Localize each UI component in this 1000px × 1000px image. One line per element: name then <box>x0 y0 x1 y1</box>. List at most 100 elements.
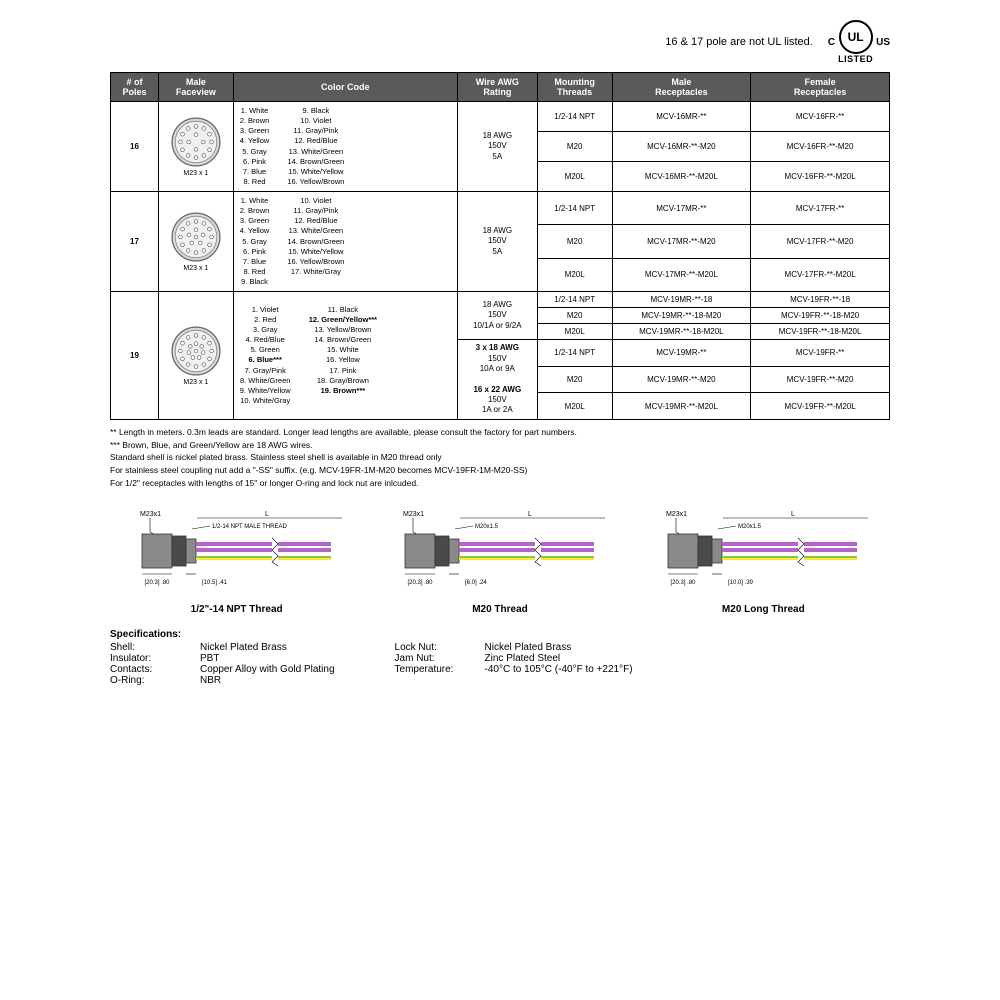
spec-row: Contacts:Copper Alloy with Gold Plating <box>110 664 335 675</box>
male-pn: MCV-19MR-**-M20L <box>612 393 751 420</box>
svg-text:L: L <box>791 511 795 518</box>
color-item: 8. White/Green <box>240 376 291 386</box>
colorcode-17: 1. White2. Brown3. Green4. Yellow5. Gray… <box>233 192 457 292</box>
male-pn: MCV-16MR-**-M20 <box>612 132 751 162</box>
poles-16: 16 <box>111 102 159 192</box>
faceview-17: M23 x 1 <box>159 192 234 292</box>
spec-value: NBR <box>200 675 221 686</box>
faceview-19: M23 x 1 <box>159 292 234 420</box>
color-item: 7. Gray/Pink <box>240 366 291 376</box>
diagram-caption: 1/2"-14 NPT Thread <box>110 604 363 615</box>
male-pn: MCV-19MR-** <box>612 340 751 367</box>
spec-row: O-Ring:NBR <box>110 675 335 686</box>
color-item: 3. Gray <box>240 325 291 335</box>
spec-value: Zinc Plated Steel <box>485 653 561 664</box>
faceview-16: M23 x 1 <box>159 102 234 192</box>
svg-text:[10.0] .39: [10.0] .39 <box>728 580 754 586</box>
col-header: Wire AWGRating <box>457 73 537 102</box>
col-header: # ofPoles <box>111 73 159 102</box>
ul-c: C <box>828 37 835 48</box>
color-item: 9. Black <box>240 277 270 287</box>
female-pn: MCV-19FR-**-M20 <box>751 366 890 393</box>
spec-label: O-Ring: <box>110 675 200 686</box>
thread: M20 <box>537 225 612 258</box>
color-item: 4. Yellow <box>240 226 270 236</box>
color-item: 1. White <box>240 196 270 206</box>
ul-circle-icon: UL <box>839 20 873 54</box>
svg-text:M23x1: M23x1 <box>666 511 687 518</box>
color-item: 19. Brown*** <box>309 386 377 396</box>
rating-19b: 3 x 18 AWG150V10A or 9A16 x 22 AWG150V1A… <box>457 340 537 420</box>
color-item: 17. White/Gray <box>287 267 344 277</box>
svg-text:[10.5] .41: [10.5] .41 <box>202 580 228 586</box>
female-pn: MCV-19FR-**-18-M20 <box>751 308 890 324</box>
spec-row: Temperature:-40°C to 105°C (-40°F to +22… <box>395 664 633 675</box>
color-item: 8. Red <box>240 267 270 277</box>
color-item: 6. Pink <box>240 247 270 257</box>
thread: M20L <box>537 393 612 420</box>
female-pn: MCV-16FR-**-M20 <box>751 132 890 162</box>
female-pn: MCV-16FR-** <box>751 102 890 132</box>
ul-note: 16 & 17 pole are not UL listed. <box>665 36 813 48</box>
svg-text:[20.3] .80: [20.3] .80 <box>144 580 170 586</box>
spec-row: Insulator:PBT <box>110 653 335 664</box>
color-item: 12. Green/Yellow*** <box>309 315 377 325</box>
footnote-line: *** Brown, Blue, and Green/Yellow are 18… <box>110 439 890 452</box>
color-item: 2. Brown <box>240 116 270 126</box>
svg-text:[20.3] .80: [20.3] .80 <box>407 580 433 586</box>
color-item: 15. White/Yellow <box>287 247 344 257</box>
color-item: 7. Blue <box>240 167 270 177</box>
svg-text:1/2-14 NPT MALE THREAD: 1/2-14 NPT MALE THREAD <box>212 524 287 530</box>
color-item: 3. Green <box>240 216 270 226</box>
color-item: 16. Yellow/Brown <box>287 177 344 187</box>
spec-value: Nickel Plated Brass <box>200 642 287 653</box>
svg-text:[6.0] .24: [6.0] .24 <box>465 580 487 586</box>
color-item: 15. White <box>309 345 377 355</box>
male-pn: MCV-19MR-**-M20 <box>612 366 751 393</box>
thread: M20 <box>537 132 612 162</box>
header: 16 & 17 pole are not UL listed. C UL LIS… <box>110 20 890 64</box>
color-item: 14. Brown/Green <box>287 157 344 167</box>
ul-listed: LISTED <box>838 54 873 64</box>
color-item: 9. White/Yellow <box>240 386 291 396</box>
female-pn: MCV-17FR-** <box>751 192 890 225</box>
color-item: 16. Yellow <box>309 355 377 365</box>
color-item: 11. Gray/Pink <box>287 126 344 136</box>
col-header: MountingThreads <box>537 73 612 102</box>
color-item: 8. Red <box>240 177 270 187</box>
color-item: 10. Violet <box>287 196 344 206</box>
color-item: 13. Yellow/Brown <box>309 325 377 335</box>
thread: M20L <box>537 162 612 192</box>
color-item: 9. Black <box>287 106 344 116</box>
spec-label: Insulator: <box>110 653 200 664</box>
spec-table: # ofPolesMaleFaceviewColor CodeWire AWGR… <box>110 72 890 420</box>
male-pn: MCV-16MR-**-M20L <box>612 162 751 192</box>
thread: M20L <box>537 258 612 291</box>
spec-label: Jam Nut: <box>395 653 485 664</box>
colorcode-16: 1. White2. Brown3. Green4. Yellow5. Gray… <box>233 102 457 192</box>
color-item: 4. Yellow <box>240 136 270 146</box>
color-item: 1. Violet <box>240 305 291 315</box>
thread: 1/2-14 NPT <box>537 340 612 367</box>
color-item: 14. Brown/Green <box>309 335 377 345</box>
spec-value: Nickel Plated Brass <box>485 642 572 653</box>
color-item: 4. Red/Blue <box>240 335 291 345</box>
thread: M20L <box>537 324 612 340</box>
diagrams-row: M23x1 L 1/2-14 NPT MALE THREAD [20.3] .8… <box>110 506 890 615</box>
color-item: 5. Green <box>240 345 291 355</box>
spec-value: -40°C to 105°C (-40°F to +221°F) <box>485 664 633 675</box>
col-header: Color Code <box>233 73 457 102</box>
ul-us: US <box>876 37 890 48</box>
col-header: MaleReceptacles <box>612 73 751 102</box>
thread: M20 <box>537 308 612 324</box>
rating-16: 18 AWG150V5A <box>457 102 537 192</box>
color-item: 2. Brown <box>240 206 270 216</box>
spec-label: Lock Nut: <box>395 642 485 653</box>
color-item: 7. Blue <box>240 257 270 267</box>
color-item: 6. Pink <box>240 157 270 167</box>
spec-value: Copper Alloy with Gold Plating <box>200 664 335 675</box>
male-pn: MCV-17MR-**-M20 <box>612 225 751 258</box>
color-item: 6. Blue*** <box>240 355 291 365</box>
female-pn: MCV-19FR-**-18-M20L <box>751 324 890 340</box>
color-item: 3. Green <box>240 126 270 136</box>
